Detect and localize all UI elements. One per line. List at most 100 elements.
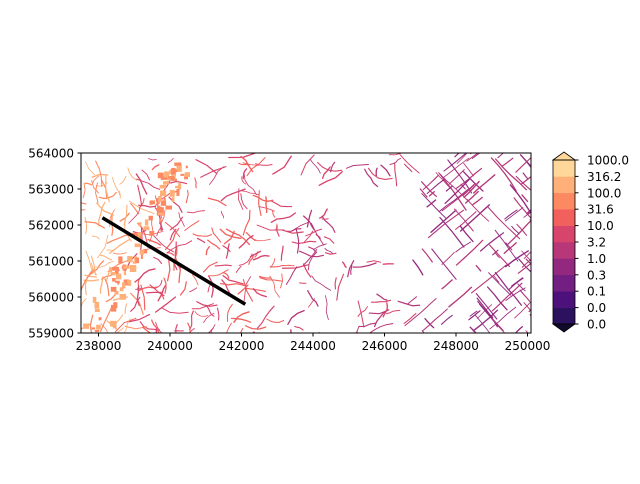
field-patch <box>93 297 97 303</box>
field-patch <box>138 222 141 226</box>
colorbar-tick-label: 316.2 <box>587 170 621 184</box>
field-patch <box>92 327 95 329</box>
field-patch <box>158 213 165 215</box>
field-patch <box>170 190 175 197</box>
field-channel <box>283 265 294 266</box>
field-patch <box>123 266 129 269</box>
field-patch <box>149 231 154 236</box>
colorbar-tick-label: 0.3 <box>587 268 606 282</box>
y-tick-label: 562000 <box>28 219 74 233</box>
colorbar-tick-label: 0.1 <box>587 285 606 299</box>
field-patch <box>109 267 112 272</box>
field-patch <box>172 197 175 202</box>
field-patch <box>160 185 167 189</box>
field-patch <box>150 200 155 204</box>
field-patch <box>178 183 181 189</box>
field-patch <box>95 330 99 332</box>
colorbar-tick-label: 1000.0 <box>587 154 629 168</box>
colorbar-tick-label: 100.0 <box>587 186 621 200</box>
colorbar-band <box>553 193 575 210</box>
field-patch <box>149 216 153 221</box>
y-tick: 564000 <box>28 147 81 161</box>
field-patch <box>118 256 122 263</box>
field-patch <box>186 166 188 169</box>
field-patch <box>144 226 150 230</box>
field-patch <box>110 321 117 327</box>
field-patch <box>111 287 117 292</box>
colorbar-tick-label: 1.0 <box>587 252 606 266</box>
colorbar-tick-label: 10.0 <box>587 219 614 233</box>
field-patch <box>113 302 117 308</box>
x-tick-label: 248000 <box>433 339 479 353</box>
field-channel <box>266 197 267 213</box>
x-tick-label: 250000 <box>505 339 551 353</box>
field-patch <box>130 265 137 272</box>
field-patch <box>135 258 139 264</box>
colorbar-band <box>553 226 575 243</box>
field-patch <box>95 302 100 309</box>
field-patch <box>124 271 126 275</box>
field-patch <box>166 206 173 210</box>
colorbar-band <box>553 291 575 308</box>
field-patch <box>168 176 174 178</box>
y-tick-label: 559000 <box>28 327 74 341</box>
y-tick-label: 564000 <box>28 147 74 161</box>
colorbar-band <box>553 275 575 292</box>
y-tick: 560000 <box>28 291 81 305</box>
field-patch <box>164 198 166 200</box>
colorbar-tick-label: 3.2 <box>587 236 606 250</box>
y-tick: 559000 <box>28 327 81 341</box>
field-patch <box>163 181 169 185</box>
colorbar-band <box>553 258 575 275</box>
y-tick: 561000 <box>28 255 81 269</box>
colorbar-bands <box>553 160 575 324</box>
colorbar-tick-label: 0.0 <box>587 318 606 332</box>
field-patch <box>185 172 190 177</box>
field-patch <box>141 254 143 259</box>
colorbar-band <box>553 242 575 259</box>
colorbar-band <box>553 176 575 193</box>
colorbar-tick-label: 31.6 <box>587 203 614 217</box>
field-patch <box>160 191 166 197</box>
field-patch <box>95 309 100 312</box>
field-patch <box>171 168 175 174</box>
field-patch <box>112 278 116 282</box>
field-patch <box>140 250 145 255</box>
field-patch <box>175 186 179 188</box>
field-patch <box>120 294 127 300</box>
y-tick: 562000 <box>28 219 81 233</box>
colorbar-band <box>553 160 575 177</box>
x-tick-label: 246000 <box>362 339 408 353</box>
field-patch <box>83 324 89 329</box>
x-tick-label: 240000 <box>147 339 193 353</box>
colorbar-tick-label: 0.0 <box>587 301 606 315</box>
field-patch <box>145 219 148 225</box>
y-tick: 563000 <box>28 183 81 197</box>
field-patch <box>180 174 184 176</box>
x-tick-label: 244000 <box>290 339 336 353</box>
field-patch <box>99 317 102 320</box>
field-patch <box>158 196 162 202</box>
field-channel <box>215 265 231 266</box>
field-patch <box>122 282 126 288</box>
x-tick-label: 242000 <box>219 339 265 353</box>
field-patch <box>159 219 161 223</box>
y-tick-label: 560000 <box>28 291 74 305</box>
field-patch <box>135 244 141 248</box>
field-patch <box>117 281 119 285</box>
field-patch <box>175 179 177 182</box>
field-patch <box>111 272 116 275</box>
x-tick-label: 238000 <box>76 339 122 353</box>
y-tick-label: 561000 <box>28 255 74 269</box>
field-patch <box>177 166 182 172</box>
y-tick-label: 563000 <box>28 183 74 197</box>
colorbar-band <box>553 209 575 226</box>
plot-area <box>71 132 558 357</box>
colorbar-band <box>553 308 575 325</box>
field-channel <box>107 250 114 251</box>
field-patch <box>127 280 131 286</box>
field-patch <box>127 256 132 262</box>
field-patch <box>174 163 181 166</box>
field-patch <box>96 325 101 330</box>
